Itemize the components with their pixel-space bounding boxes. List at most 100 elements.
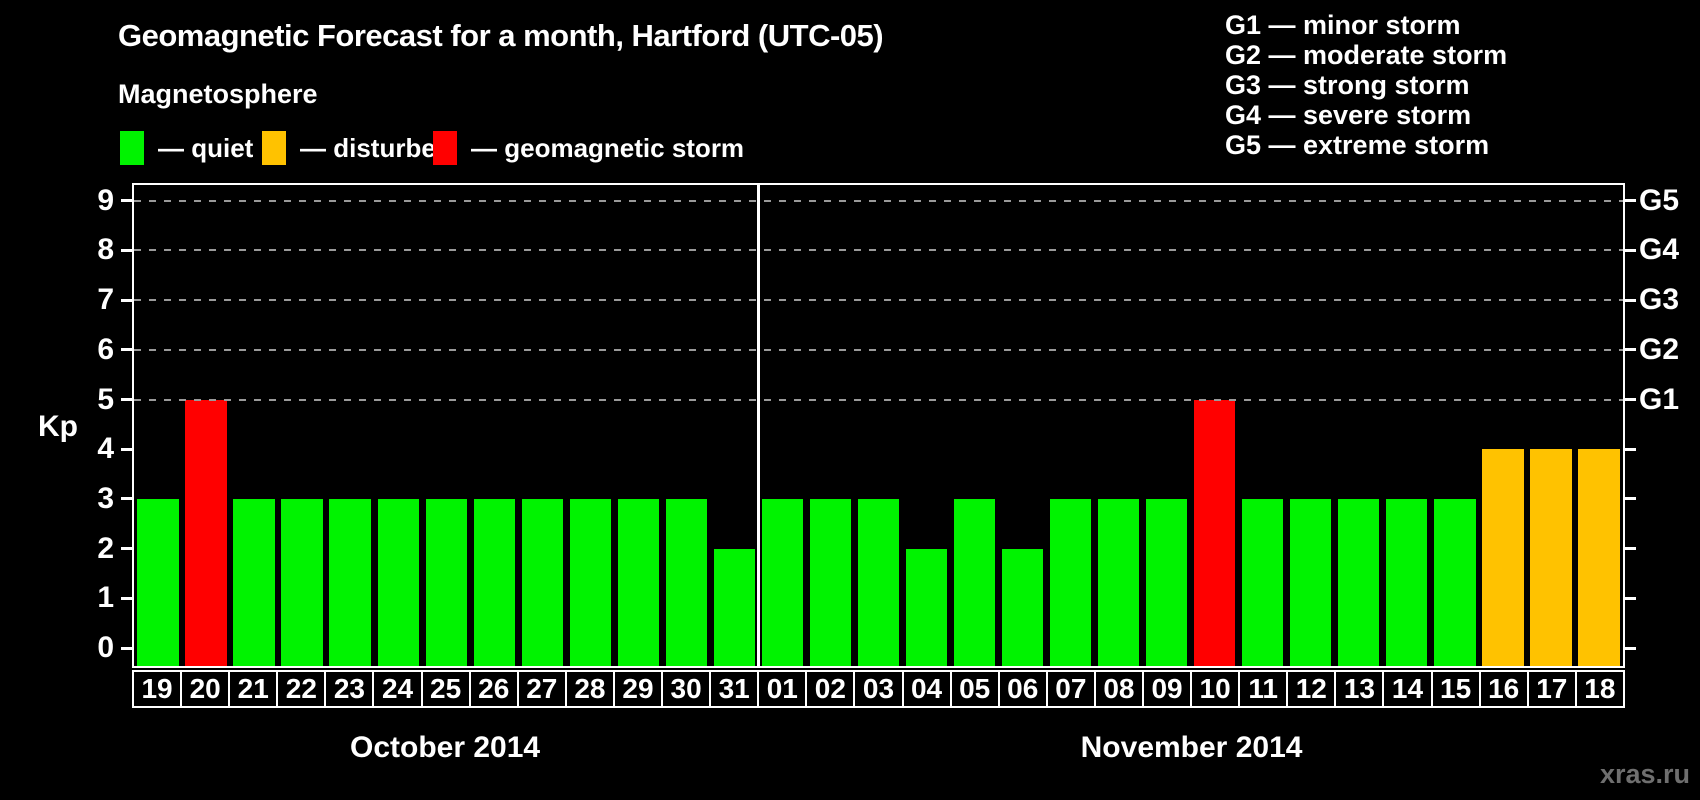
bar-column-08 (1095, 185, 1143, 666)
day-cell: 28 (564, 670, 615, 708)
g-scale-legend-line: G5 — extreme storm (1225, 130, 1490, 160)
bar-column-18 (1575, 185, 1623, 666)
bar-column-22 (278, 185, 326, 666)
day-cell: 13 (1334, 670, 1385, 708)
bar-column-02 (806, 185, 854, 666)
legend-item-label: — quiet (158, 132, 254, 163)
bar-column-07 (1047, 185, 1095, 666)
bar-column-21 (230, 185, 278, 666)
legend-title: Magnetosphere (118, 79, 318, 109)
y-tick-label: 0 (97, 631, 114, 664)
day-cell: 17 (1526, 670, 1577, 708)
right-axis-tick (1625, 298, 1636, 302)
grid-line-kp8 (134, 249, 1623, 252)
kp-bar (1530, 449, 1572, 666)
day-cell: 04 (901, 670, 952, 708)
y-tick-label: 2 (97, 531, 114, 565)
kp-bar (377, 498, 419, 666)
day-cell: 03 (853, 670, 904, 708)
right-axis-tick (1625, 497, 1636, 501)
day-cell: 14 (1382, 670, 1433, 708)
bar-column-13 (1335, 185, 1383, 666)
bar-column-14 (1383, 185, 1431, 666)
day-cell: 31 (709, 670, 760, 708)
day-cell: 12 (1286, 670, 1337, 708)
y-tick-label: 3 (97, 481, 114, 515)
right-axis-tick (1625, 199, 1636, 203)
bar-column-26 (470, 185, 518, 666)
month-label: October 2014 (350, 731, 541, 764)
g-level-label: G1 (1639, 382, 1680, 416)
day-cell: 25 (420, 670, 471, 708)
kp-bar (473, 498, 515, 666)
bar-column-25 (422, 185, 470, 666)
y-axis-tick (121, 447, 132, 451)
right-axis-tick (1625, 646, 1636, 650)
month-axis-row: October 2014 November 2014 (132, 731, 1625, 765)
watermark: xras.ru (1599, 759, 1690, 789)
bar-column-15 (1431, 185, 1479, 666)
month-separator (756, 185, 760, 666)
kp-bar (233, 498, 275, 666)
day-cell: 30 (661, 670, 712, 708)
kp-bar (761, 498, 804, 666)
kp-bar (1146, 498, 1188, 666)
g-level-label: G5 (1639, 183, 1680, 217)
day-cell: 27 (516, 670, 567, 708)
y-tick-label: 1 (97, 581, 114, 615)
legend-item-quiet: — quiet (120, 131, 253, 165)
disturbed-swatch (262, 131, 286, 165)
kp-bar (1482, 449, 1524, 666)
day-cell: 06 (997, 670, 1048, 708)
bar-column-09 (1143, 185, 1191, 666)
day-cell: 19 (132, 670, 183, 708)
y-tick-label: 7 (97, 283, 114, 317)
y-axis-tick (121, 199, 132, 203)
day-cell: 05 (949, 670, 1000, 708)
bar-column-17 (1527, 185, 1575, 666)
day-cell: 15 (1430, 670, 1481, 708)
day-cell: 29 (612, 670, 664, 708)
y-axis-tick (121, 348, 132, 352)
kp-bar (569, 498, 611, 666)
kp-bar (281, 498, 323, 666)
y-tick-label: 9 (97, 183, 114, 217)
bar-column-06 (999, 185, 1047, 666)
kp-bar (953, 498, 996, 666)
bar-column-23 (326, 185, 374, 666)
right-axis-tick (1625, 348, 1636, 352)
kp-bar (329, 498, 371, 666)
legend-item-storm: — geomagnetic storm (433, 131, 744, 165)
day-cell: 07 (1045, 670, 1096, 708)
y-axis-title: Kp (38, 410, 78, 443)
bar-column-05 (951, 185, 999, 666)
kp-bar (1001, 548, 1044, 666)
bars-layer (134, 185, 1623, 666)
kp-bar (521, 498, 563, 666)
y-axis-tick (121, 298, 132, 302)
g-scale-legend-line: G4 — severe storm (1225, 100, 1472, 130)
day-cell: 22 (276, 670, 327, 708)
y-tick-label: 6 (97, 332, 114, 366)
kp-bar (1194, 399, 1236, 666)
y-tick-label: 8 (97, 233, 114, 267)
day-cell: 20 (180, 670, 231, 708)
bar-column-10 (1191, 185, 1239, 666)
kp-bar (1049, 498, 1092, 666)
day-axis-row: 19 20 21 22 23 24 25 26 27 28 29 30 31 01 02 03 04 05 06 07… (132, 670, 1625, 708)
day-cell: 24 (372, 670, 423, 708)
day-cell: 10 (1190, 670, 1241, 708)
kp-bar (137, 498, 179, 666)
kp-bar (665, 498, 707, 666)
bar-column-19 (134, 185, 182, 666)
right-axis-tick (1625, 596, 1636, 600)
bar-column-28 (566, 185, 614, 666)
grid-line-kp9 (134, 199, 1623, 202)
month-label: November 2014 (1080, 731, 1303, 764)
bar-column-27 (518, 185, 566, 666)
g-scale-legend-line: G3 — strong storm (1225, 70, 1470, 100)
day-cell: 11 (1238, 670, 1289, 708)
kp-bar (617, 498, 659, 666)
kp-bar (713, 548, 756, 666)
